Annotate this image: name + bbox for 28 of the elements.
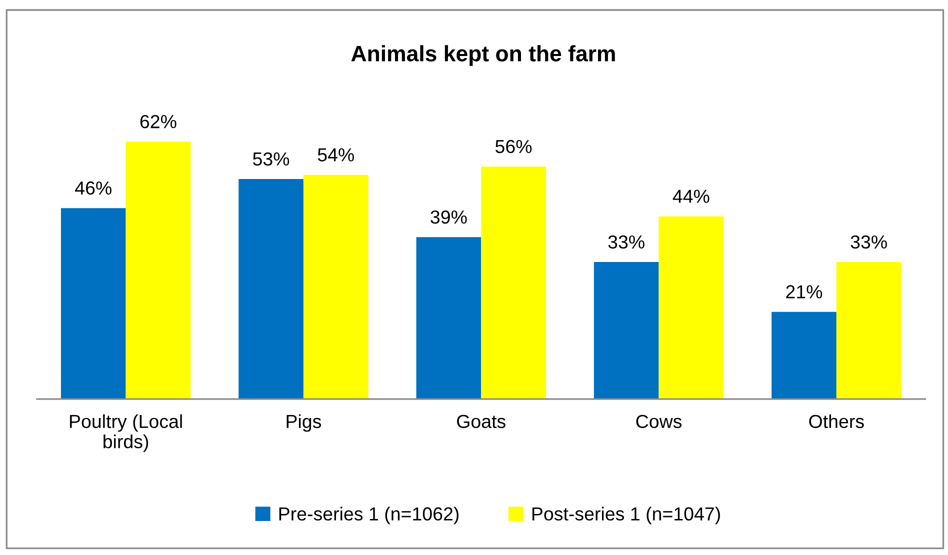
x-tick-label: Pigs (286, 414, 322, 432)
bar (416, 237, 482, 400)
x-tick-label: Others (809, 414, 864, 428)
x-tick-label: Poultry (Local birds) (70, 414, 182, 452)
bar (594, 262, 659, 400)
data-label: 33% (608, 235, 644, 249)
data-label: 62% (140, 114, 176, 128)
bar (772, 312, 836, 400)
bar (481, 166, 546, 400)
x-tick-label: Cows (636, 414, 682, 428)
chart-title: Animals kept on the farm (351, 45, 615, 66)
x-tick-label: Goats (457, 414, 506, 428)
data-label: 21% (786, 285, 822, 298)
data-label: 46% (75, 181, 112, 195)
data-label: 33% (850, 235, 887, 249)
data-label: 54% (318, 148, 354, 162)
legend-label: Post-series 1 (n=1047) (532, 506, 720, 524)
data-label: 56% (496, 140, 532, 154)
legend-label: Pre-series 1 (n=1062) (279, 506, 459, 524)
bar (303, 174, 368, 400)
bar (238, 179, 304, 400)
bar (126, 142, 191, 400)
bar (658, 216, 724, 400)
bar (60, 208, 126, 400)
bar (836, 262, 902, 400)
data-label: 53% (253, 152, 290, 166)
data-label: 44% (672, 190, 710, 203)
data-label: 39% (430, 210, 467, 224)
